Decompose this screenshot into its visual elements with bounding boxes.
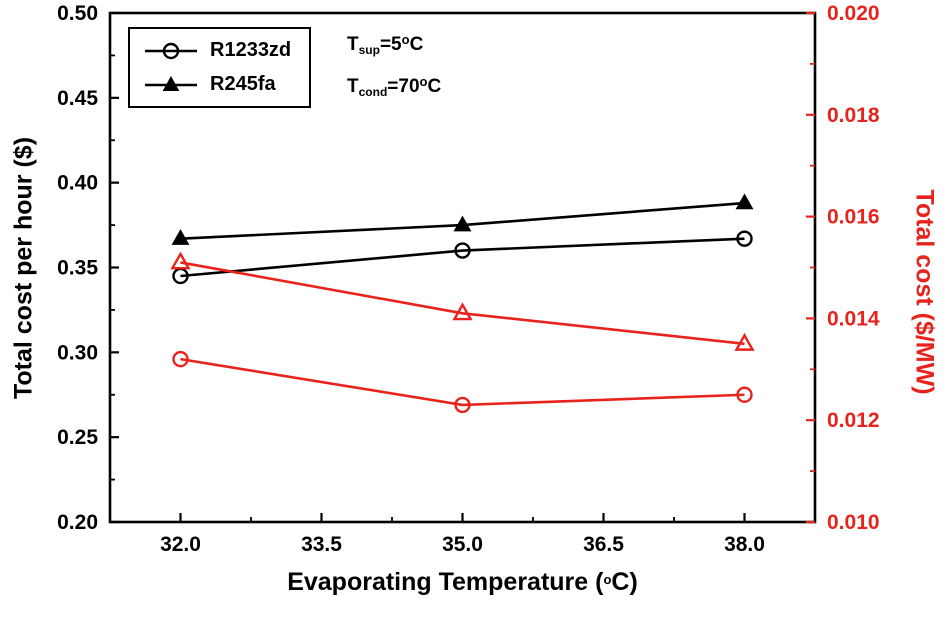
y-left-tick-label: 0.30 [57, 341, 98, 364]
x-tick-label: 38.0 [724, 533, 765, 556]
marker-triangle [453, 215, 472, 232]
circle-marker-icon [145, 42, 197, 59]
y-left-tick-label: 0.45 [57, 87, 98, 110]
y-right-tick-label: 0.016 [827, 206, 880, 229]
x-axis-title-text: Evaporating Temperature ( [287, 568, 604, 596]
y-left-tick-label: 0.25 [57, 426, 98, 449]
annotations: Tsup=5oC Tcond=70oC [347, 32, 441, 116]
x-tick-label: 35.0 [442, 533, 483, 556]
degree-superscript: o [603, 572, 612, 587]
right-axis-title: Total cost ($/MW) [910, 189, 939, 395]
y-right-tick-label: 0.020 [827, 2, 880, 25]
degree-superscript: o [401, 32, 410, 47]
annotation-subscript: sup [358, 43, 380, 57]
y-right-tick-label: 0.012 [827, 409, 880, 432]
marker-circle [454, 242, 471, 259]
x-tick-label: 33.5 [301, 533, 342, 556]
marker-circle [736, 386, 753, 403]
y-left-tick-label: 0.40 [57, 172, 98, 195]
annotation-text: T [347, 76, 359, 97]
marker-circle [736, 230, 753, 247]
degree-superscript: o [419, 74, 428, 89]
y-left-tick-label: 0.50 [57, 2, 98, 25]
x-axis-title-unit: C) [611, 568, 638, 596]
left-axis-title: Total cost per hour ($) [9, 136, 38, 400]
annotation-text: C [409, 34, 424, 55]
annotation-text: T [347, 34, 359, 55]
y-right-tick-label: 0.014 [827, 307, 880, 330]
annotation-text: =5 [379, 34, 402, 55]
marker-circle [454, 396, 471, 414]
legend-label: R1233zd [210, 39, 292, 61]
annotation-text: C [427, 76, 442, 97]
series-line-r245fa-right [180, 261, 745, 346]
y-left-tick-label: 0.20 [57, 511, 98, 534]
marker-triangle [734, 332, 755, 351]
y-left-tick-label: 0.35 [57, 257, 98, 280]
marker-triangle [735, 193, 754, 210]
marker-triangle [170, 251, 191, 270]
series-line-r1233zd-right [180, 357, 745, 407]
x-tick-label: 36.5 [583, 533, 624, 556]
legend: R1233zd R245fa [128, 27, 312, 108]
annotation-subscript: cond [358, 85, 388, 99]
marker-circle [172, 350, 189, 368]
series-line-r1233zd-left [180, 237, 745, 278]
y-right-tick-label: 0.018 [827, 104, 880, 127]
triangle-marker-icon [145, 75, 197, 91]
y-right-tick-label: 0.010 [827, 511, 880, 534]
legend-entry-r1233zd: R1233zd [142, 39, 291, 62]
annotation-tsup: Tsup=5oC [347, 32, 441, 57]
legend-entry-r245fa: R245fa [142, 73, 291, 96]
x-axis-title: Evaporating Temperature (oC) [110, 568, 815, 597]
annotation-text: =70 [387, 76, 420, 97]
marker-triangle [452, 302, 473, 321]
legend-label: R245fa [210, 73, 276, 95]
x-tick-label: 32.0 [160, 533, 201, 556]
marker-triangle [171, 229, 190, 245]
annotation-tcond: Tcond=70oC [347, 74, 441, 99]
